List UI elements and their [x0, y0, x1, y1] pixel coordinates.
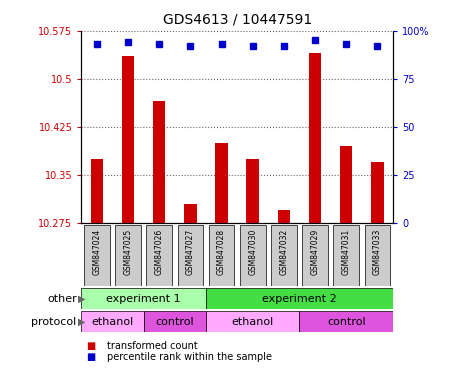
- Bar: [184, 204, 197, 223]
- Text: GSM847025: GSM847025: [124, 229, 133, 275]
- Text: ■: ■: [86, 352, 95, 362]
- Text: GSM847032: GSM847032: [279, 229, 288, 275]
- Bar: [299, 311, 393, 332]
- Bar: [340, 146, 352, 223]
- Text: ▶: ▶: [78, 293, 85, 304]
- Bar: [371, 162, 384, 223]
- Bar: [81, 288, 206, 309]
- Bar: [365, 225, 390, 286]
- Text: GSM847033: GSM847033: [373, 229, 382, 275]
- Text: GSM847030: GSM847030: [248, 229, 257, 275]
- Text: ■: ■: [86, 341, 95, 351]
- Bar: [302, 225, 328, 286]
- Bar: [278, 210, 290, 223]
- Title: GDS4613 / 10447591: GDS4613 / 10447591: [163, 13, 312, 27]
- Bar: [206, 311, 299, 332]
- Text: control: control: [155, 316, 194, 327]
- Bar: [333, 225, 359, 286]
- Text: GSM847028: GSM847028: [217, 229, 226, 275]
- Bar: [146, 225, 172, 286]
- Bar: [144, 311, 206, 332]
- Bar: [246, 159, 259, 223]
- Bar: [115, 225, 141, 286]
- Text: ▶: ▶: [78, 316, 85, 327]
- Bar: [209, 225, 234, 286]
- Text: GSM847029: GSM847029: [311, 229, 319, 275]
- Text: transformed count: transformed count: [107, 341, 198, 351]
- Bar: [81, 311, 144, 332]
- Text: percentile rank within the sample: percentile rank within the sample: [107, 352, 272, 362]
- Text: control: control: [327, 316, 365, 327]
- Bar: [271, 225, 297, 286]
- Bar: [178, 225, 203, 286]
- Text: experiment 1: experiment 1: [106, 293, 181, 304]
- Bar: [122, 56, 134, 223]
- Text: ethanol: ethanol: [92, 316, 133, 327]
- Bar: [206, 288, 393, 309]
- Text: GSM847026: GSM847026: [155, 229, 164, 275]
- Text: GSM847027: GSM847027: [186, 229, 195, 275]
- Text: protocol: protocol: [32, 316, 77, 327]
- Text: GSM847024: GSM847024: [93, 229, 101, 275]
- Text: GSM847031: GSM847031: [342, 229, 351, 275]
- Text: other: other: [47, 293, 77, 304]
- Text: experiment 2: experiment 2: [262, 293, 337, 304]
- Bar: [240, 225, 266, 286]
- Bar: [153, 101, 166, 223]
- Bar: [91, 159, 103, 223]
- Bar: [215, 143, 228, 223]
- Text: ethanol: ethanol: [232, 316, 274, 327]
- Bar: [309, 53, 321, 223]
- Bar: [84, 225, 110, 286]
